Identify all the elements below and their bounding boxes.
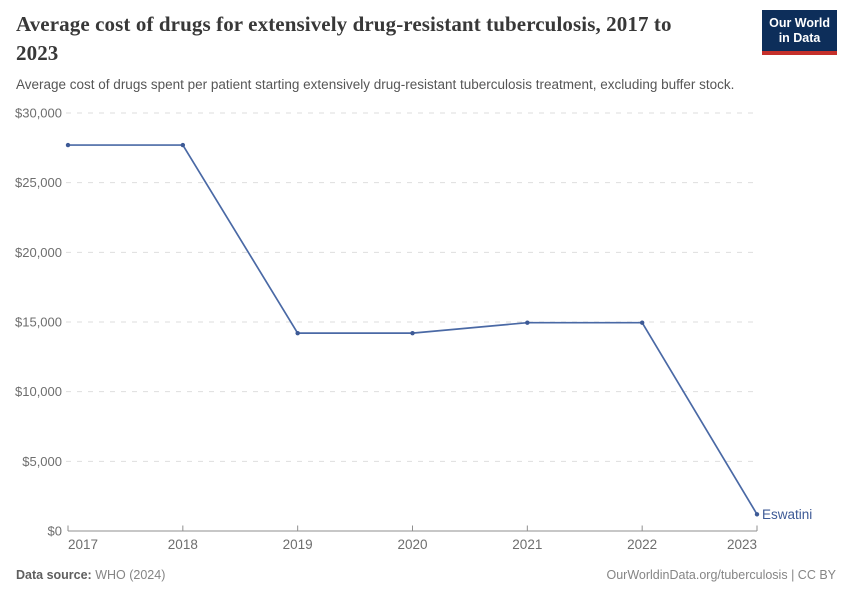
- y-axis-label: $5,000: [22, 454, 62, 469]
- chart-title: Average cost of drugs for extensively dr…: [16, 12, 672, 65]
- attribution: OurWorldinData.org/tuberculosis | CC BY: [606, 568, 836, 582]
- data-point[interactable]: [639, 320, 645, 325]
- data-source-label: Data source:: [16, 568, 92, 582]
- data-point[interactable]: [295, 330, 300, 336]
- owid-logo-line2: in Data: [778, 31, 821, 45]
- data-point[interactable]: [410, 330, 415, 336]
- x-axis-label: 2019: [283, 537, 313, 552]
- x-axis-label: 2017: [68, 537, 98, 552]
- chart-header: Average cost of drugs for extensively dr…: [16, 10, 756, 92]
- x-axis-label: 2022: [627, 537, 657, 552]
- owid-link[interactable]: OurWorldinData.org/tuberculosis: [606, 568, 788, 582]
- data-point[interactable]: [65, 142, 71, 148]
- series-line[interactable]: [68, 144, 758, 515]
- chart-subtitle: Average cost of drugs spent per patient …: [16, 77, 735, 92]
- x-axis-label: 2018: [168, 537, 198, 552]
- data-point[interactable]: [180, 142, 186, 148]
- data-source: Data source: WHO (2024): [16, 568, 165, 582]
- data-point[interactable]: [525, 320, 530, 325]
- data-point[interactable]: [754, 512, 760, 517]
- license-text: | CC BY: [787, 568, 836, 582]
- y-axis-label: $20,000: [15, 245, 62, 260]
- data-source-value: WHO (2024): [91, 568, 166, 582]
- owid-logo-line1: Our World: [769, 16, 830, 30]
- chart-footer: Data source: WHO (2024) OurWorldinData.o…: [16, 568, 836, 582]
- y-axis-label: $0: [48, 524, 62, 539]
- y-axis-label: $10,000: [15, 384, 62, 399]
- x-axis-label: 2021: [512, 537, 542, 552]
- y-axis-label: $30,000: [15, 106, 62, 121]
- x-axis-label: 2020: [397, 537, 427, 552]
- series-end-label: Eswatini: [762, 507, 812, 522]
- y-axis-label: $15,000: [15, 315, 62, 330]
- x-axis-label: 2023: [727, 537, 757, 552]
- y-axis-label: $25,000: [15, 175, 62, 190]
- owid-logo[interactable]: Our World in Data: [762, 10, 837, 55]
